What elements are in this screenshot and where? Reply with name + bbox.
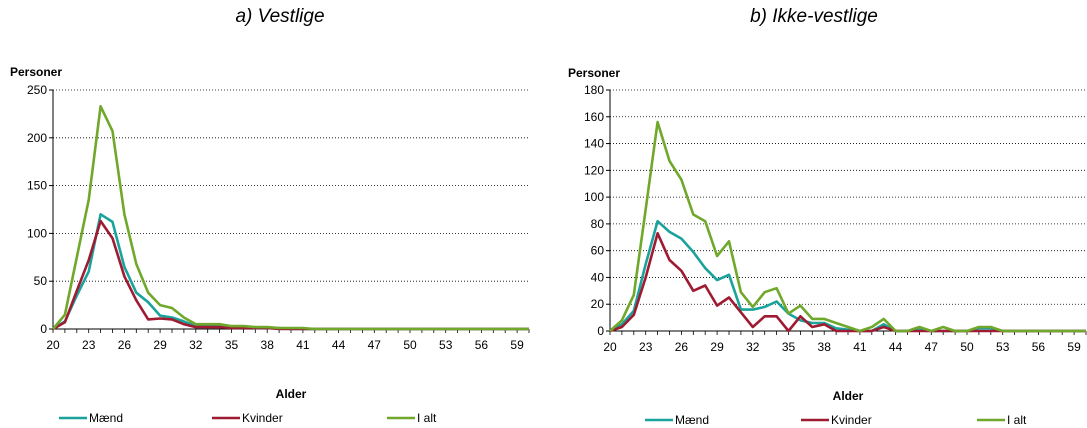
chart-title-vestlige: a) Vestlige	[235, 6, 325, 27]
vestlige-x-tick-label: 32	[189, 338, 203, 352]
chart-vestlige: 0 50 100 150 200 250 20 23 26 29 32 35 38 41 44 47 50 53 5…	[10, 65, 530, 425]
vestlige-x-tick-label: 23	[82, 338, 96, 352]
vestlige-x-tick-label: 59	[510, 338, 524, 352]
ikke-vestlige-y-tick-label: 100	[584, 190, 604, 204]
vestlige-x-axis-label: Alder	[276, 387, 307, 401]
vestlige-x-tick-label: 56	[475, 338, 489, 352]
ikke-vestlige-x-tick-label: 53	[996, 340, 1010, 354]
vestlige-x-tick-label: 47	[368, 338, 382, 352]
ikke-vestlige-series-line-2	[609, 120, 1086, 333]
vestlige-x-tick-label: 44	[332, 338, 346, 352]
ikke-vestlige-x-tick-label: 50	[960, 340, 974, 354]
ikke-vestlige-x-tick-label: 23	[639, 340, 653, 354]
vestlige-y-tick-label: 200	[27, 131, 47, 145]
chart-title-ikke-vestlige: b) Ikke-vestlige	[750, 6, 878, 27]
ikke-vestlige-x-tick-label: 38	[818, 340, 832, 354]
vestlige-y-tick-label: 150	[27, 179, 47, 193]
ikke-vestlige-x-tick-label: 47	[925, 340, 939, 354]
vestlige-x-tick-label: 38	[261, 338, 275, 352]
ikke-vestlige-y-tick-label: 180	[584, 83, 604, 97]
ikke-vestlige-y-tick-label: 60	[591, 244, 605, 258]
vestlige-series-line-1	[52, 219, 529, 331]
vestlige-legend-label-2: I alt	[417, 411, 437, 425]
vestlige-series-line-2	[52, 105, 529, 331]
ikke-vestlige-x-tick-label: 20	[603, 340, 617, 354]
ikke-vestlige-y-tick-label: 80	[591, 217, 605, 231]
vestlige-x-tick-label: 20	[46, 338, 60, 352]
ikke-vestlige-legend-label-1: Kvinder	[831, 413, 872, 427]
ikke-vestlige-legend-label-0: Mænd	[675, 413, 709, 427]
ikke-vestlige-legend-label-2: I alt	[1007, 413, 1027, 427]
vestlige-y-tick-label: 50	[34, 274, 48, 288]
vestlige-series-line-0	[52, 213, 529, 331]
vestlige-legend-label-1: Kvinder	[242, 411, 283, 425]
vestlige-x-tick-label: 35	[225, 338, 239, 352]
ikke-vestlige-x-tick-label: 44	[889, 340, 903, 354]
ikke-vestlige-x-tick-label: 32	[746, 340, 760, 354]
vestlige-y-tick-label: 0	[40, 322, 47, 336]
vestlige-y-axis-label: Personer	[10, 65, 62, 79]
chart-ikke-vestlige: 0 20 40 60 80 100 120 140 160 180 20 23 26 29 32 35 38 41…	[568, 66, 1087, 427]
ikke-vestlige-y-tick-label: 0	[597, 324, 604, 338]
ikke-vestlige-y-axis-label: Personer	[568, 66, 620, 80]
ikke-vestlige-y-tick-label: 140	[584, 137, 604, 151]
ikke-vestlige-x-tick-label: 59	[1067, 340, 1081, 354]
ikke-vestlige-y-tick-label: 120	[584, 163, 604, 177]
ikke-vestlige-x-tick-label: 41	[853, 340, 867, 354]
vestlige-y-tick-label: 100	[27, 226, 47, 240]
vestlige-legend-label-0: Mænd	[89, 411, 123, 425]
ikke-vestlige-y-tick-label: 20	[591, 297, 605, 311]
ikke-vestlige-x-tick-label: 56	[1032, 340, 1046, 354]
vestlige-y-tick-label: 250	[27, 83, 47, 97]
vestlige-x-tick-label: 53	[439, 338, 453, 352]
vestlige-x-tick-label: 26	[118, 338, 132, 352]
ikke-vestlige-x-tick-label: 29	[710, 340, 724, 354]
vestlige-x-tick-label: 29	[153, 338, 167, 352]
vestlige-x-tick-label: 41	[296, 338, 310, 352]
ikke-vestlige-y-tick-label: 160	[584, 110, 604, 124]
ikke-vestlige-x-axis-label: Alder	[833, 389, 864, 403]
vestlige-x-tick-label: 50	[403, 338, 417, 352]
ikke-vestlige-series-line-0	[609, 219, 1086, 333]
ikke-vestlige-x-tick-label: 26	[675, 340, 689, 354]
ikke-vestlige-y-tick-label: 40	[591, 270, 605, 284]
ikke-vestlige-series-line-1	[609, 232, 1086, 333]
ikke-vestlige-x-tick-label: 35	[782, 340, 796, 354]
